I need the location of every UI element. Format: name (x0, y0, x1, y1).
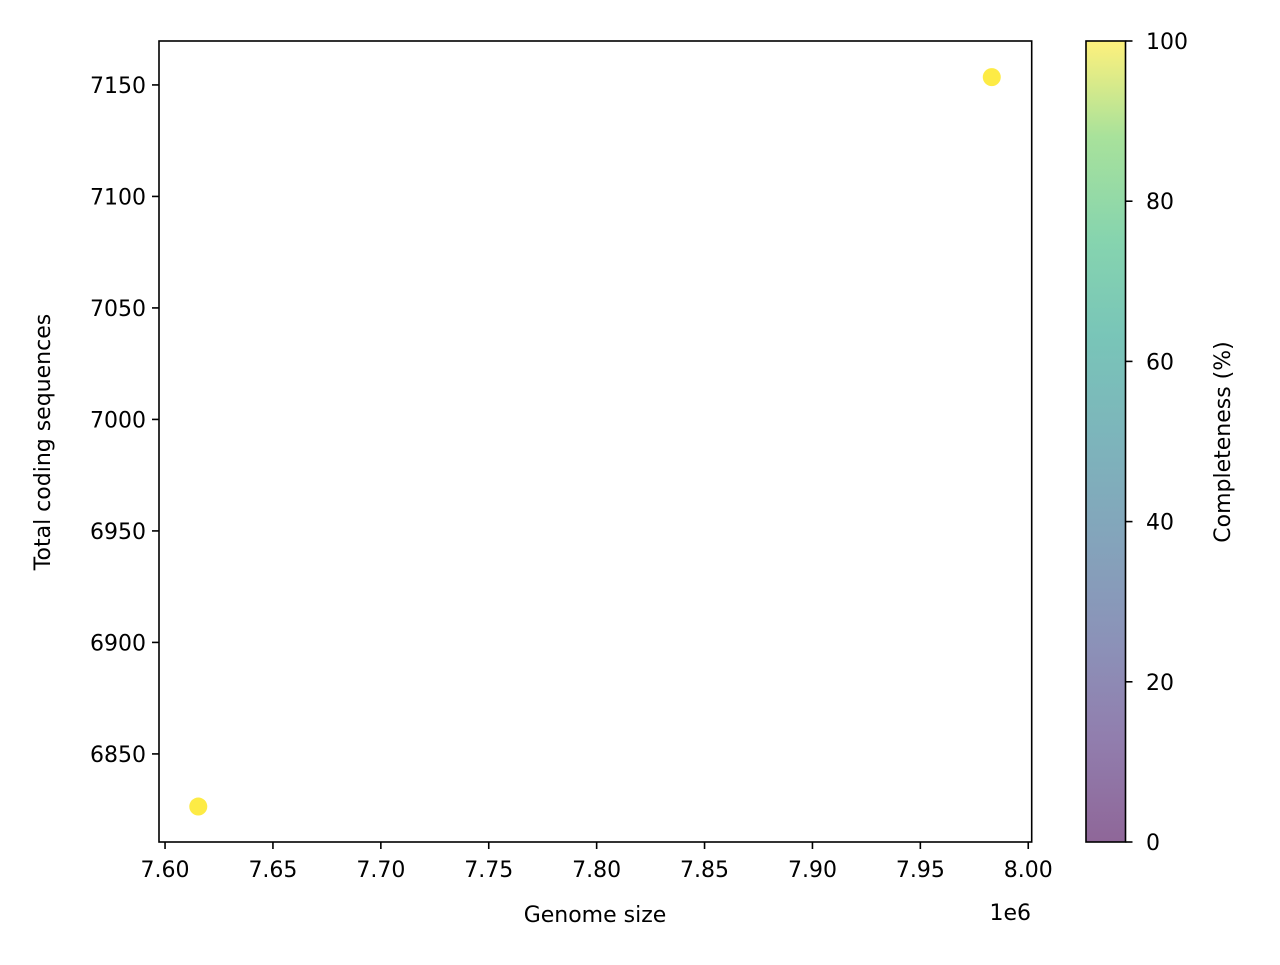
y-axis-ticks: 6850 6900 6950 7000 7050 7100 7150 (90, 74, 159, 768)
colorbar-tick-label: 100 (1146, 30, 1188, 55)
colorbar-tick-label: 20 (1146, 671, 1174, 696)
x-tick-label: 7.90 (788, 858, 837, 883)
x-tick-label: 7.75 (464, 858, 513, 883)
plot-frame (158, 40, 1033, 843)
x-axis-ticks: 7.60 7.65 7.70 7.75 7.80 7.85 7.90 7.95 8.00 (141, 842, 1053, 883)
y-tick-label: 6950 (90, 520, 146, 545)
colorbar-tick-label: 80 (1146, 190, 1174, 215)
x-tick-label: 7.70 (356, 858, 405, 883)
colorbar-label: Completeness (%) (1211, 341, 1236, 543)
colorbar (1086, 41, 1126, 842)
data-point (189, 797, 208, 816)
data-point (982, 68, 1001, 87)
colorbar-tick-label: 0 (1146, 831, 1160, 856)
y-tick-label: 7050 (90, 297, 146, 322)
y-tick-label: 7100 (90, 185, 146, 210)
colorbar-tick-label: 40 (1146, 511, 1174, 536)
x-tick-label: 7.95 (896, 858, 945, 883)
y-tick-label: 7150 (90, 74, 146, 99)
x-tick-label: 8.00 (1004, 858, 1053, 883)
x-tick-label: 7.60 (141, 858, 190, 883)
x-axis-label: Genome size (524, 903, 667, 928)
x-tick-label: 7.65 (248, 858, 297, 883)
y-tick-label: 7000 (90, 408, 146, 433)
x-offset-label: 1e6 (989, 901, 1031, 926)
colorbar-ticks: 0 20 40 60 80 100 (1125, 30, 1188, 856)
y-tick-label: 6900 (90, 631, 146, 656)
x-tick-label: 7.80 (572, 858, 621, 883)
x-tick-label: 7.85 (680, 858, 729, 883)
y-tick-label: 6850 (90, 743, 146, 768)
colorbar-frame (1085, 40, 1127, 843)
y-axis-label: Total coding sequences (31, 314, 56, 571)
data-points (189, 68, 1001, 816)
colorbar-tick-label: 60 (1146, 350, 1174, 375)
